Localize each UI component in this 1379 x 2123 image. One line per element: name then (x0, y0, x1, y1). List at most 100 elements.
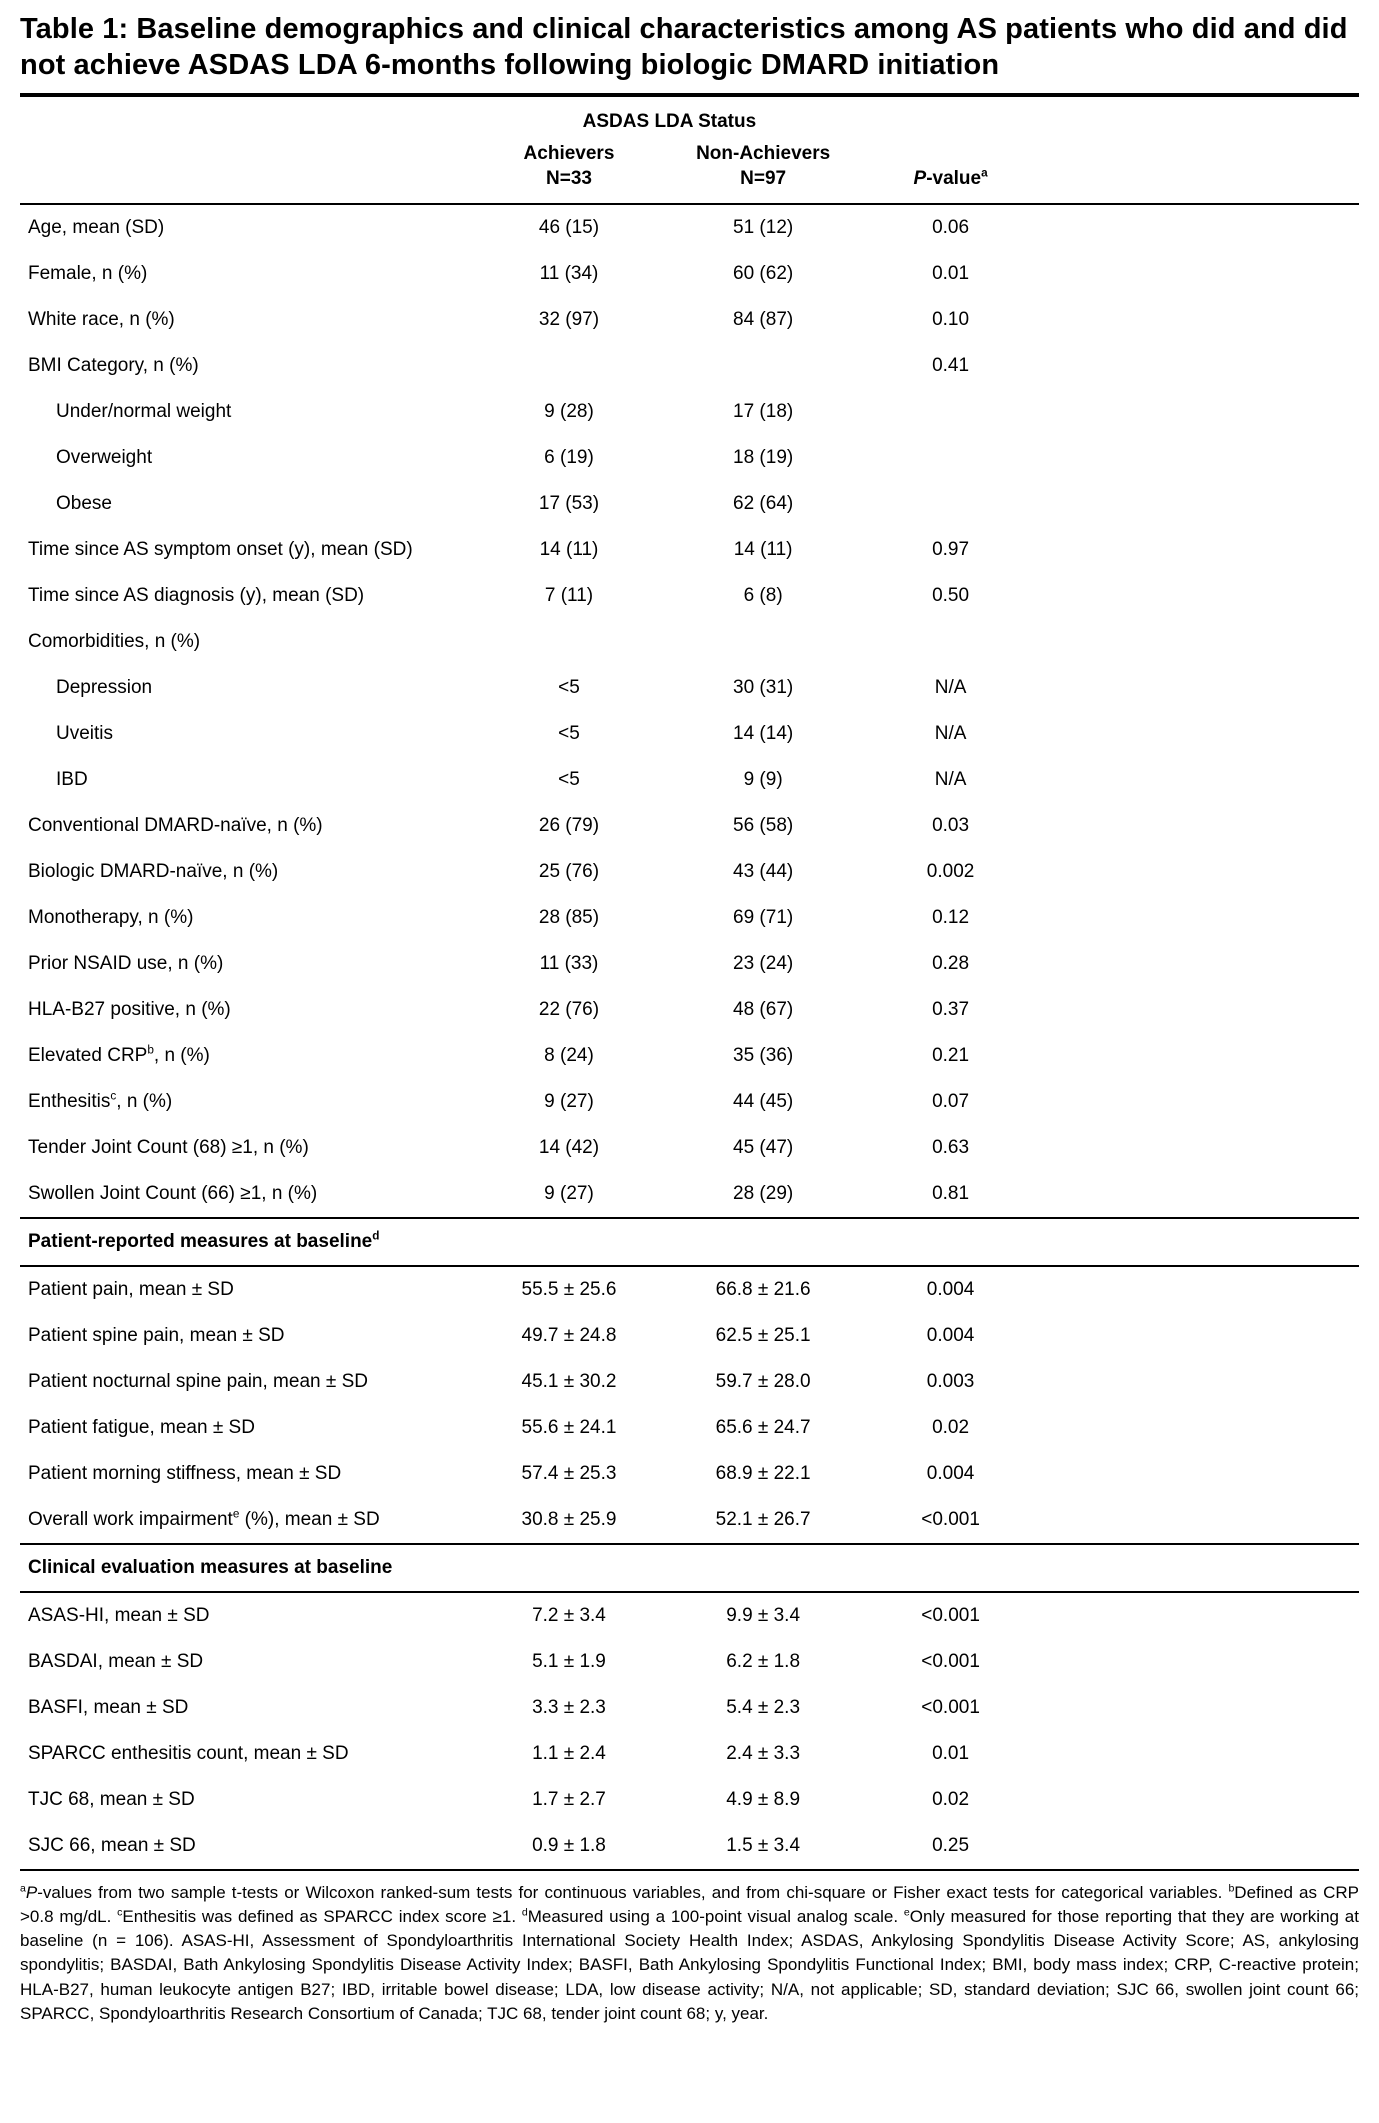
p-value-cell: <0.001 (921, 1605, 980, 1627)
achievers-value: 9 (27) (544, 1091, 594, 1113)
row-label: Under/normal weight (56, 401, 232, 423)
non-achievers-value: 6 (8) (743, 585, 783, 607)
table-row: Tender Joint Count (68) ≥1, n (%) 14 (42)… (20, 1125, 1359, 1171)
section-header-row: Patient-reported measures at baselined (20, 1217, 1359, 1268)
row-label: Overall work impairmente (%), mean ± SD (28, 1507, 380, 1531)
p-footnote-marker: a (981, 166, 988, 180)
row-label: SPARCC enthesitis count, mean ± SD (28, 1743, 349, 1765)
non-achievers-value: 17 (18) (733, 401, 794, 423)
row-label: Conventional DMARD-naïve, n (%) (28, 815, 323, 837)
row-label: Depression (56, 677, 153, 699)
non-achievers-value: 65.6 ± 24.7 (715, 1417, 811, 1439)
spacer-cell (1038, 1359, 1359, 1405)
table-row: Elevated CRPb, n (%) 8 (24) 35 (36) 0.21 (20, 1033, 1359, 1079)
spacer-cell (1038, 1079, 1359, 1125)
achievers-value: 26 (79) (538, 815, 600, 837)
non-achievers-value: 23 (24) (733, 953, 794, 975)
achievers-value: <5 (558, 677, 580, 699)
column-header-row: Achievers N=33 Non-Achievers N=97 P-valu… (20, 136, 1359, 206)
spacer-cell (1038, 1777, 1359, 1823)
achievers-value: 32 (97) (538, 309, 600, 331)
achievers-value: 8 (24) (544, 1045, 594, 1067)
table-row: BASFI, mean ± SD 3.3 ± 2.3 5.4 ± 2.3 <0.001 (20, 1685, 1359, 1731)
row-label: Age, mean (SD) (28, 217, 165, 239)
spacer-cell (1038, 573, 1359, 619)
achievers-value: 5.1 ± 1.9 (532, 1651, 606, 1673)
group-header: ASDAS LDA Status (582, 110, 757, 132)
spacer-cell (1038, 481, 1359, 527)
achievers-value: 28 (85) (538, 907, 600, 929)
table-row: Time since AS symptom onset (y), mean (S… (20, 527, 1359, 573)
spacer-cell (1038, 665, 1359, 711)
non-achievers-value: 18 (19) (733, 447, 794, 469)
p-value-cell: 0.10 (932, 309, 970, 331)
spacer-cell (1038, 1451, 1359, 1497)
non-achievers-value: 4.9 ± 8.9 (726, 1789, 801, 1811)
spacer-cell (1038, 1033, 1359, 1079)
row-label: Patient fatigue, mean ± SD (28, 1417, 255, 1439)
p-value-cell: 0.01 (932, 1743, 970, 1765)
p-value-cell: 0.002 (926, 861, 975, 883)
achievers-value: 46 (15) (538, 217, 600, 239)
non-achievers-value: 28 (29) (733, 1183, 794, 1205)
row-label: Patient morning stiffness, mean ± SD (28, 1463, 342, 1485)
spacer-cell (1038, 1823, 1359, 1870)
row-label: BMI Category, n (%) (28, 355, 199, 377)
non-achievers-value: 51 (12) (733, 217, 794, 239)
p-value-cell: 0.02 (932, 1417, 970, 1439)
spacer-cell (1038, 297, 1359, 343)
non-achievers-value: 30 (31) (733, 677, 794, 699)
row-label: Swollen Joint Count (66) ≥1, n (%) (28, 1183, 318, 1205)
footnotes: aP-values from two sample t-tests or Wil… (20, 1882, 1360, 2023)
baseline-characteristics-table: ASDAS LDA Status Achievers N=33 Non-Achi… (20, 97, 1359, 1872)
achievers-value: 57.4 ± 25.3 (521, 1463, 617, 1485)
p-value-cell (864, 619, 1038, 665)
table-row: Patient fatigue, mean ± SD 55.6 ± 24.1 65.… (20, 1405, 1359, 1451)
p-value-cell: 0.21 (932, 1045, 970, 1067)
non-achievers-value: 2.4 ± 3.3 (726, 1743, 801, 1765)
row-label: Time since AS diagnosis (y), mean (SD) (28, 585, 365, 607)
spacer-cell (1038, 204, 1359, 251)
row-label: Monotherapy, n (%) (28, 907, 194, 929)
footnote-marker: c (117, 1906, 123, 1919)
table-row: SJC 66, mean ± SD 0.9 ± 1.8 1.5 ± 3.4 0.25 (20, 1823, 1359, 1870)
p-value-cell: 0.02 (932, 1789, 970, 1811)
p-value-cell: 0.12 (932, 907, 970, 929)
table-title: Table 1: Baseline demographics and clini… (20, 12, 1359, 97)
non-achievers-value: 62.5 ± 25.1 (715, 1325, 811, 1347)
non-achievers-value: 1.5 ± 3.4 (726, 1835, 801, 1857)
table-row: Monotherapy, n (%) 28 (85) 69 (71) 0.12 (20, 895, 1359, 941)
spacer-cell (1038, 97, 1359, 137)
column-header-non-achievers: Non-Achievers N=97 (662, 136, 864, 206)
footnote-marker: a (20, 1882, 26, 1895)
table-row: Female, n (%) 11 (34) 60 (62) 0.01 (20, 251, 1359, 297)
row-label: Enthesitisc, n (%) (28, 1089, 173, 1113)
table-row: Biologic DMARD-naïve, n (%) 25 (76) 43 (44… (20, 849, 1359, 895)
spacer-cell (1038, 849, 1359, 895)
row-label: Prior NSAID use, n (%) (28, 953, 224, 975)
non-achievers-value: 59.7 ± 28.0 (715, 1371, 811, 1393)
p-value-cell: <0.001 (921, 1697, 980, 1719)
achievers-value: 17 (53) (538, 493, 600, 515)
table-row: Overall work impairmente (%), mean ± SD 3… (20, 1497, 1359, 1544)
row-label: Patient spine pain, mean ± SD (28, 1325, 285, 1347)
p-value-cell: 0.01 (932, 263, 970, 285)
p-value-cell: 0.003 (926, 1371, 975, 1393)
table-row: White race, n (%) 32 (97) 84 (87) 0.10 (20, 297, 1359, 343)
spacer-cell (1038, 1731, 1359, 1777)
spacer-cell (20, 136, 476, 206)
row-label: Obese (56, 493, 112, 515)
p-value-cell (864, 481, 1038, 527)
achievers-value: 30.8 ± 25.9 (521, 1509, 617, 1531)
row-label: White race, n (%) (28, 309, 175, 331)
row-label: Patient pain, mean ± SD (28, 1279, 234, 1301)
achievers-value: 1.7 ± 2.7 (532, 1789, 606, 1811)
column-header-achievers: Achievers N=33 (475, 136, 663, 206)
achievers-value: 11 (33) (539, 953, 599, 975)
p-value-cell: 0.81 (932, 1183, 970, 1205)
spacer-cell (1038, 803, 1359, 849)
non-achievers-value: 62 (64) (733, 493, 794, 515)
group-header-row: ASDAS LDA Status (20, 97, 1359, 137)
table-row: Swollen Joint Count (66) ≥1, n (%) 9 (27)… (20, 1171, 1359, 1218)
